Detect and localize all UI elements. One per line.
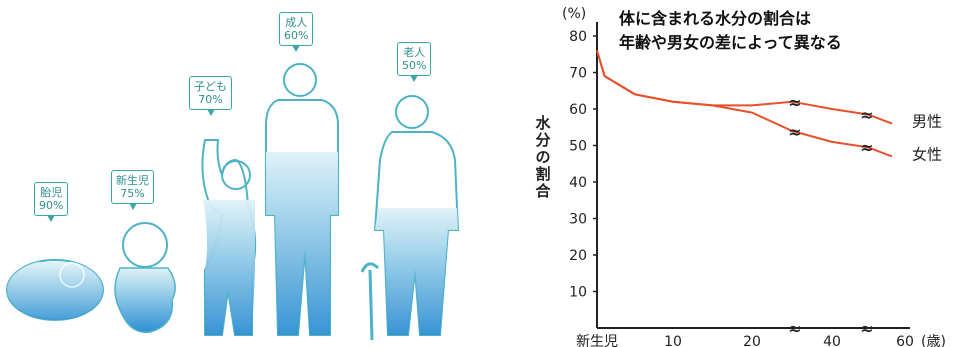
series-line-female xyxy=(596,50,893,158)
callout-adult: 成人 60% xyxy=(279,12,314,52)
callout-percent: 60% xyxy=(284,29,309,42)
series-label: 男性 xyxy=(912,113,942,131)
callout-elderly: 老人 50% xyxy=(397,42,432,82)
callout-newborn: 新生児 75% xyxy=(111,170,154,210)
y-axis-label-char: 分 xyxy=(535,131,550,149)
y-tick-label: 30 xyxy=(569,212,587,228)
series-line-male xyxy=(596,50,893,125)
elderly-figure xyxy=(360,95,460,341)
x-axis-break-mark: ≈ xyxy=(788,319,801,338)
y-axis-label-char: 合 xyxy=(534,182,551,200)
callout-label: 老人 xyxy=(403,46,426,59)
callout-percent: 75% xyxy=(120,187,145,200)
x-unit-label: (歳) xyxy=(921,334,946,347)
y-tick-label: 10 xyxy=(569,285,587,301)
y-tick-label: 20 xyxy=(569,248,587,264)
chart-title-line1: 体に含まれる水分の割合は xyxy=(619,9,811,28)
y-tick-label: 50 xyxy=(569,139,587,155)
line-break-mark: ≈ xyxy=(860,105,873,124)
callout-label: 成人 xyxy=(285,16,308,29)
x-tick-label: 10 xyxy=(664,334,682,347)
adult-figure xyxy=(265,63,339,336)
callout-percent: 90% xyxy=(39,199,64,212)
callout-fetus: 胎児 90% xyxy=(34,182,69,222)
newborn-figure xyxy=(114,222,176,334)
callout-label: 胎児 xyxy=(40,186,63,199)
x-tick-label: 60 xyxy=(896,334,914,347)
y-tick-label: 80 xyxy=(569,29,587,45)
callout-label: 新生児 xyxy=(116,174,149,187)
y-axis-label-char: 割 xyxy=(535,165,550,183)
y-axis-label-char: 水 xyxy=(535,114,551,132)
series-label: 女性 xyxy=(912,145,942,163)
line-break-mark: ≈ xyxy=(860,138,873,157)
line-break-mark: ≈ xyxy=(788,93,801,112)
y-tick-label: 60 xyxy=(569,102,587,118)
callout-percent: 50% xyxy=(402,59,427,72)
y-tick-label: 40 xyxy=(569,175,587,191)
body-water-illustration xyxy=(6,63,460,341)
line-break-mark: ≈ xyxy=(788,123,801,142)
y-axis-label-char: の xyxy=(535,148,550,166)
x-tick-label: 新生児 xyxy=(576,334,618,347)
fetus-figure xyxy=(6,259,104,321)
x-tick-label: 40 xyxy=(823,334,841,347)
x-axis-break-mark: ≈ xyxy=(860,319,873,338)
y-tick-label: 70 xyxy=(569,66,587,82)
callout-child: 子ども 70% xyxy=(189,76,232,116)
x-tick-label: 20 xyxy=(743,334,761,347)
child-figure xyxy=(201,139,257,336)
y-unit-label: (%) xyxy=(562,6,586,22)
chart-title-line2: 年齢や男女の差によって異なる xyxy=(619,33,842,52)
callout-percent: 70% xyxy=(198,93,223,106)
callout-label: 子ども xyxy=(194,80,227,93)
